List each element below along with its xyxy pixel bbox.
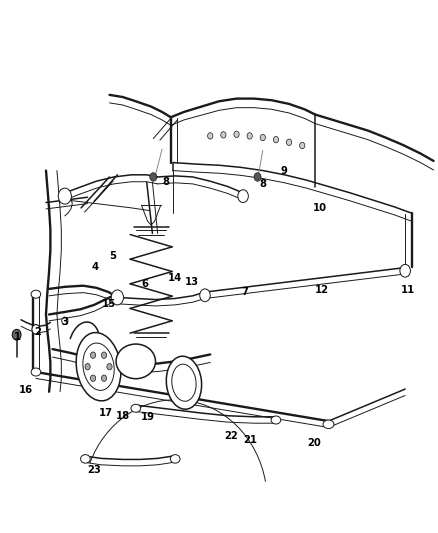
Text: 23: 23: [87, 465, 101, 475]
Text: 22: 22: [224, 431, 238, 441]
Text: 6: 6: [141, 279, 148, 289]
Text: 21: 21: [244, 435, 258, 445]
Text: 1: 1: [14, 332, 21, 342]
Text: 13: 13: [185, 278, 199, 287]
Circle shape: [208, 133, 213, 139]
Text: 8: 8: [259, 179, 266, 189]
Circle shape: [286, 139, 292, 146]
Ellipse shape: [116, 344, 155, 378]
Ellipse shape: [76, 333, 121, 401]
Circle shape: [400, 264, 410, 277]
Ellipse shape: [81, 455, 90, 463]
Ellipse shape: [131, 404, 141, 413]
Text: 3: 3: [61, 318, 68, 327]
Ellipse shape: [172, 364, 196, 401]
Circle shape: [107, 364, 112, 370]
Circle shape: [62, 317, 68, 325]
Text: 4: 4: [92, 262, 99, 271]
Ellipse shape: [166, 356, 201, 409]
Circle shape: [273, 136, 279, 143]
Text: 20: 20: [307, 439, 321, 448]
Text: 12: 12: [315, 286, 329, 295]
Ellipse shape: [323, 420, 334, 429]
Circle shape: [238, 190, 248, 203]
Text: 16: 16: [18, 385, 32, 395]
Text: 11: 11: [401, 286, 415, 295]
Circle shape: [90, 375, 95, 382]
Text: 2: 2: [34, 327, 41, 336]
Ellipse shape: [31, 368, 41, 376]
Text: 14: 14: [168, 273, 182, 283]
Circle shape: [85, 364, 90, 370]
Circle shape: [234, 131, 239, 138]
Ellipse shape: [31, 290, 41, 298]
Circle shape: [58, 188, 71, 204]
Text: 15: 15: [102, 299, 116, 309]
Text: 19: 19: [141, 412, 155, 422]
Text: 17: 17: [99, 408, 113, 418]
Circle shape: [200, 289, 210, 302]
Ellipse shape: [170, 455, 180, 463]
Circle shape: [12, 329, 21, 340]
Text: 8: 8: [162, 177, 169, 187]
Circle shape: [247, 133, 252, 139]
Circle shape: [102, 375, 107, 382]
Circle shape: [254, 173, 261, 181]
Circle shape: [300, 142, 305, 149]
Circle shape: [90, 352, 95, 358]
Text: 9: 9: [280, 166, 287, 175]
Ellipse shape: [271, 416, 281, 424]
Text: 10: 10: [313, 203, 327, 213]
Text: 18: 18: [116, 411, 130, 421]
Circle shape: [102, 352, 107, 358]
Text: 7: 7: [241, 287, 248, 296]
Text: 5: 5: [110, 251, 117, 261]
Circle shape: [260, 134, 265, 141]
Circle shape: [221, 132, 226, 138]
Circle shape: [111, 290, 124, 305]
Circle shape: [150, 173, 157, 181]
Circle shape: [32, 325, 40, 334]
Ellipse shape: [83, 343, 114, 390]
